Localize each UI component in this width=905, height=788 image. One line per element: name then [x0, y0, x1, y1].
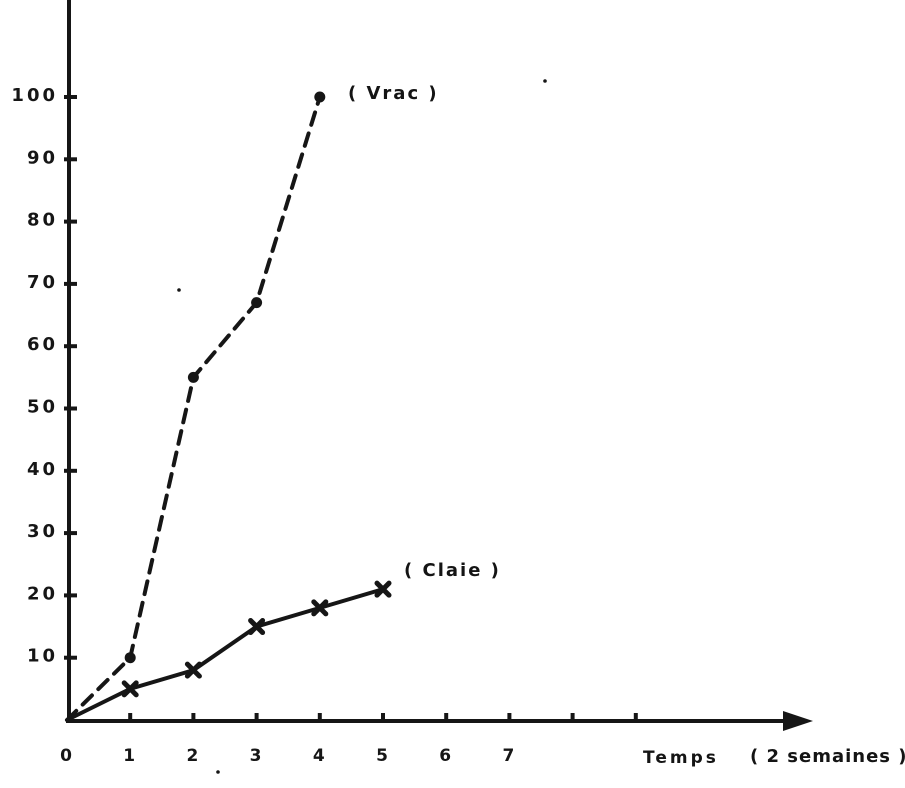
y-tick-label: 70	[27, 272, 58, 293]
series-line-vrac	[65, 95, 322, 722]
x-tick-label: 1	[123, 746, 135, 766]
x-axis-arrowhead-icon	[783, 711, 813, 731]
data-point-x	[184, 661, 202, 679]
y-tick-label: 90	[27, 147, 58, 168]
x-tick-label: 7	[502, 746, 514, 766]
y-tick-label: 20	[27, 583, 58, 604]
scan-speck	[216, 770, 220, 774]
data-point-x	[311, 599, 329, 617]
y-tick-label: 80	[27, 210, 58, 231]
y-tick-label: 30	[27, 521, 58, 542]
series-line-claie	[65, 587, 385, 722]
x-axis-title: Temps	[643, 748, 719, 768]
data-point-dot	[314, 91, 326, 103]
data-point-dot	[124, 652, 136, 664]
data-point-dot	[251, 297, 263, 309]
x-axis-unit: ( 2 semaines )	[750, 746, 905, 767]
y-tick-label: 40	[27, 459, 58, 480]
y-tick-label: 60	[27, 334, 58, 355]
y-tick-label: 100	[11, 85, 58, 106]
y-tick-label: 10	[27, 646, 58, 667]
x-tick-label: 5	[376, 746, 388, 766]
data-point-x	[121, 680, 139, 698]
scan-speck	[543, 79, 547, 83]
data-point-x	[374, 580, 392, 598]
x-tick-label: 4	[313, 746, 325, 766]
data-point-dot	[187, 371, 199, 383]
series-label-vrac: ( Vrac )	[348, 83, 439, 104]
x-tick-label: 3	[250, 746, 262, 766]
data-point-x	[248, 618, 266, 636]
x-tick-label: 6	[439, 746, 451, 766]
x-tick-label: 0	[60, 746, 72, 766]
x-tick-label: 2	[186, 746, 198, 766]
series-label-claie: ( Claie )	[404, 560, 501, 581]
y-tick-label: 50	[27, 397, 58, 418]
scan-speck	[177, 288, 181, 292]
